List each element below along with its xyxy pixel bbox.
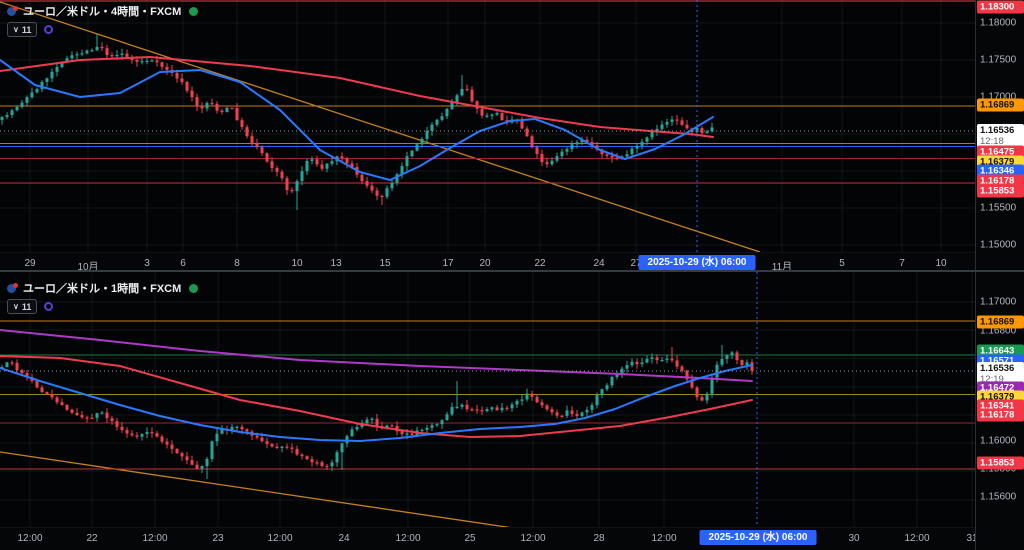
ma-blue: [0, 364, 753, 442]
collapse-indicators-button[interactable]: ∨ 11: [7, 299, 38, 314]
price-axis-label: 1.16000: [980, 435, 1017, 447]
top-pane-header: ユーロ／米ドル・4時間・FXCM ∨ 11: [7, 4, 199, 37]
market-status-icon[interactable]: [189, 6, 199, 16]
instrument-logo-icon: [7, 282, 18, 294]
chart-canvas[interactable]: [0, 0, 975, 550]
event-time-badge: 2025-10-29 (水) 06:00: [638, 255, 756, 270]
time-label: 12:00: [267, 533, 293, 544]
ma-purple: [0, 329, 753, 382]
price-axis-label: 1.16800: [980, 325, 1017, 337]
ma-blue: [0, 59, 714, 181]
price-level-badge: 1.15853: [977, 184, 1024, 198]
time-label: 27: [630, 258, 642, 269]
bottom-pane[interactable]: [0, 272, 975, 532]
indicator-count: 11: [21, 24, 32, 35]
indicator-count: 11: [21, 301, 32, 312]
time-label: 24: [338, 533, 350, 544]
price-level-badge: 1.16178: [977, 408, 1024, 422]
time-label: 6: [180, 258, 186, 269]
price-level-badge: 1.16475: [977, 145, 1024, 159]
price-axis-label: 1.17000: [980, 296, 1017, 308]
price-level-badge: 1.16869: [977, 315, 1024, 329]
time-label: 30: [848, 533, 860, 544]
event-time-badge: 2025-10-29 (水) 06:00: [699, 530, 817, 545]
time-label: 12:00: [17, 533, 43, 544]
time-label: 10: [291, 258, 303, 269]
instrument-logo-icon: [7, 5, 18, 17]
loading-spinner-icon: [44, 25, 54, 34]
time-label: 29: [24, 258, 36, 269]
current-price-badge: 1.16536 12:18: [977, 124, 1024, 148]
top-pane[interactable]: [0, 0, 975, 253]
time-label: 15: [379, 258, 391, 269]
time-label: 31: [966, 533, 978, 544]
chevron-down-icon: ∨: [13, 301, 19, 311]
price-level-badge: 1.15853: [977, 456, 1024, 470]
loading-spinner-icon: [44, 302, 54, 311]
price-level-badge: 1.16869: [977, 98, 1024, 112]
chevron-down-icon: ∨: [13, 24, 19, 34]
pane-title: ユーロ／米ドル・1時間・FXCM: [23, 283, 182, 295]
pane-title: ユーロ／米ドル・4時間・FXCM: [23, 6, 182, 18]
price-axis-label: 1.17500: [980, 54, 1017, 66]
time-label: 12:00: [142, 533, 168, 544]
time-label: 11月: [771, 262, 793, 273]
time-label: 17: [442, 258, 454, 269]
collapse-indicators-button[interactable]: ∨ 11: [7, 22, 38, 37]
price-axis-label: 1.15600: [980, 491, 1017, 503]
time-axis-bottom[interactable]: 12:00 22 12:00 23 12:00 24 12:00 25 12:00 28 12:00…: [0, 527, 1024, 550]
time-label: 10月: [77, 262, 99, 273]
price-axis-label: 1.15500: [980, 202, 1017, 214]
time-axis-top[interactable]: 29 10月 3 6 8 10 13 15 17 20 22 24 27 11月 5 7 10 2025-10-2…: [0, 252, 1024, 273]
price-level-badge: 1.18300: [977, 0, 1024, 14]
price-level-badge: 1.16178: [977, 174, 1024, 188]
price-axis-label: 1.18000: [980, 17, 1017, 29]
pane-divider[interactable]: [0, 270, 1024, 272]
time-label: 7: [899, 258, 905, 269]
time-label: 3: [144, 258, 150, 269]
time-label: 5: [839, 258, 845, 269]
time-label: 25: [464, 533, 476, 544]
price-axis-label: 1.15000: [980, 239, 1017, 251]
time-label: 13: [330, 258, 342, 269]
time-label: 12:00: [651, 533, 677, 544]
time-label: 20: [479, 258, 491, 269]
price-axis[interactable]: 1.18000 1.17500 1.17000 1.15500 1.15000 1.183…: [975, 0, 1024, 550]
trend-line: [0, 451, 511, 527]
time-label: 22: [86, 533, 98, 544]
time-label: 24: [593, 258, 605, 269]
market-status-icon[interactable]: [189, 283, 199, 293]
time-label: 12:00: [904, 533, 930, 544]
time-label: 28: [593, 533, 605, 544]
time-label: 23: [212, 533, 224, 544]
trend-line: [0, 1, 761, 253]
price-level-badge: 1.16643: [977, 344, 1024, 358]
time-label: 8: [234, 258, 240, 269]
ma-red: [0, 355, 753, 438]
time-label: 12:00: [395, 533, 421, 544]
time-label: 22: [534, 258, 546, 269]
time-label: 10: [935, 258, 947, 269]
bottom-pane-header: ユーロ／米ドル・1時間・FXCM ∨ 11: [7, 281, 199, 314]
time-label: 12:00: [520, 533, 546, 544]
price-axis-label: 1.17000: [980, 91, 1017, 103]
price-level-badge: 1.16346: [977, 164, 1024, 178]
